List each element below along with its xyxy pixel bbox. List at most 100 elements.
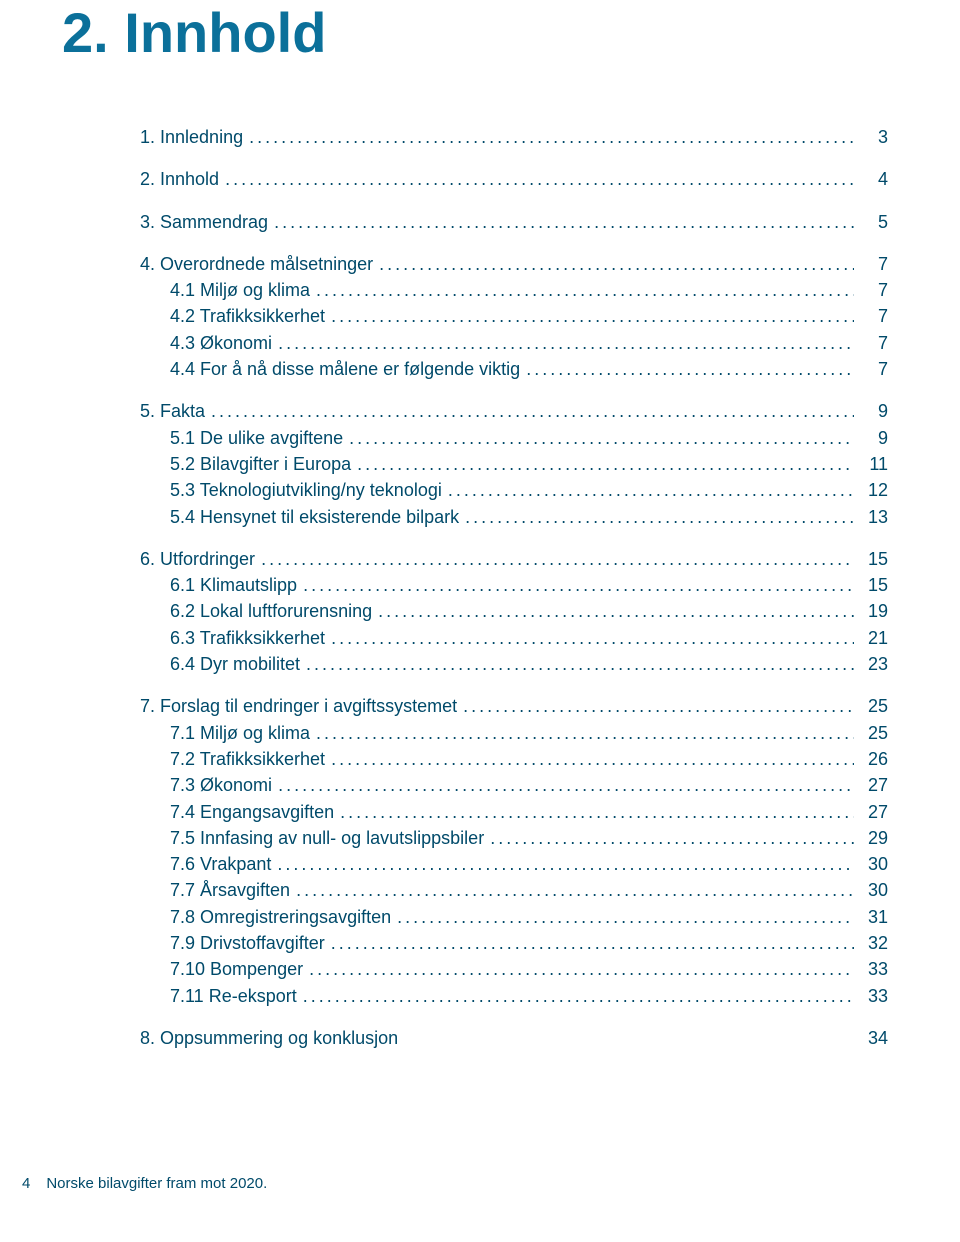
toc-entry-page: 9 xyxy=(860,426,888,450)
toc-leader xyxy=(465,505,854,529)
toc-entry-page: 33 xyxy=(860,984,888,1008)
toc-leader xyxy=(378,599,854,623)
toc-entry-page: 26 xyxy=(860,747,888,771)
toc-group: 4. Overordnede målsetninger74.1 Miljø og… xyxy=(140,252,888,381)
toc-entry-label: 7.9 Drivstoffavgifter xyxy=(170,931,325,955)
toc-entry-page: 30 xyxy=(860,878,888,902)
toc-entry[interactable]: 1. Innledning3 xyxy=(140,125,888,149)
toc-entry-page: 12 xyxy=(860,478,888,502)
toc-entry-label: 5.2 Bilavgifter i Europa xyxy=(170,452,351,476)
toc-entry-page: 15 xyxy=(860,573,888,597)
toc-entry[interactable]: 7.10 Bompenger 33 xyxy=(140,957,888,981)
toc-entry-page: 30 xyxy=(860,852,888,876)
toc-entry-page: 27 xyxy=(860,800,888,824)
toc-entry-page: 33 xyxy=(860,957,888,981)
toc-entry-page: 25 xyxy=(860,694,888,718)
toc-leader xyxy=(357,452,854,476)
toc-entry-page: 19 xyxy=(860,599,888,623)
toc-entry[interactable]: 5.4 Hensynet til eksisterende bilpark 13 xyxy=(140,505,888,529)
toc-entry[interactable]: 4.4 For å nå disse målene er følgende vi… xyxy=(140,357,888,381)
toc-entry[interactable]: 4.1 Miljø og klima 7 xyxy=(140,278,888,302)
toc-entry-page: 25 xyxy=(860,721,888,745)
toc-group: 5. Fakta95.1 De ulike avgiftene95.2 Bila… xyxy=(140,399,888,528)
toc-leader xyxy=(340,800,854,824)
toc-group: 2. Innhold 4 xyxy=(140,167,888,191)
toc-entry[interactable]: 7.9 Drivstoffavgifter 32 xyxy=(140,931,888,955)
toc-entry[interactable]: 6.3 Trafikksikkerhet21 xyxy=(140,626,888,650)
toc-leader xyxy=(278,773,854,797)
toc-group: 1. Innledning3 xyxy=(140,125,888,149)
toc-entry[interactable]: 5.1 De ulike avgiftene 9 xyxy=(140,426,888,450)
toc-leader xyxy=(306,652,854,676)
toc-leader xyxy=(463,694,854,718)
page-footer: 4 Norske bilavgifter fram mot 2020. xyxy=(22,1175,267,1192)
toc-leader xyxy=(278,331,854,355)
toc-entry-label: 6.3 Trafikksikkerhet xyxy=(170,626,325,650)
toc-leader xyxy=(249,125,854,149)
toc-entry[interactable]: 7.11 Re-eksport33 xyxy=(140,984,888,1008)
toc-entry-label: 7.2 Trafikksikkerhet xyxy=(170,747,325,771)
toc-entry[interactable]: 7.7 Årsavgiften 30 xyxy=(140,878,888,902)
toc-leader xyxy=(211,399,854,423)
toc-leader xyxy=(331,626,854,650)
toc-entry[interactable]: 5.2 Bilavgifter i Europa11 xyxy=(140,452,888,476)
toc-entry-label: 5.3 Teknologiutvikling/ny teknologi xyxy=(170,478,442,502)
toc-entry-label: 5.4 Hensynet til eksisterende bilpark xyxy=(170,505,459,529)
toc-entry[interactable]: 6.4 Dyr mobilitet23 xyxy=(140,652,888,676)
toc-entry[interactable]: 7.5 Innfasing av null- og lavutslippsbil… xyxy=(140,826,888,850)
toc-entry[interactable]: 4.2 Trafikksikkerhet 7 xyxy=(140,304,888,328)
toc-entry[interactable]: 5. Fakta9 xyxy=(140,399,888,423)
toc-entry-page: 7 xyxy=(860,304,888,328)
toc-entry-page: 29 xyxy=(860,826,888,850)
toc-entry-page: 13 xyxy=(860,505,888,529)
toc-entry[interactable]: 4.3 Økonomi7 xyxy=(140,331,888,355)
toc-leader xyxy=(261,547,854,571)
toc-entry-page: 34 xyxy=(860,1026,888,1050)
toc-entry[interactable]: 6.1 Klimautslipp15 xyxy=(140,573,888,597)
toc-entry-label: 7.7 Årsavgiften xyxy=(170,878,290,902)
toc-entry-page: 7 xyxy=(860,278,888,302)
toc-entry[interactable]: 7.2 Trafikksikkerhet 26 xyxy=(140,747,888,771)
toc-entry-page: 7 xyxy=(860,252,888,276)
toc-entry[interactable]: 7. Forslag til endringer i avgiftssystem… xyxy=(140,694,888,718)
toc-group: 6. Utfordringer156.1 Klimautslipp156.2 L… xyxy=(140,547,888,676)
toc-leader xyxy=(349,426,854,450)
toc-entry-page: 7 xyxy=(860,331,888,355)
toc-entry-page: 32 xyxy=(860,931,888,955)
toc-leader xyxy=(274,210,854,234)
toc-entry-label: 7.4 Engangsavgiften xyxy=(170,800,334,824)
toc-entry[interactable]: 7.4 Engangsavgiften 27 xyxy=(140,800,888,824)
toc-entry-label: 7.3 Økonomi xyxy=(170,773,272,797)
toc-group: 7. Forslag til endringer i avgiftssystem… xyxy=(140,694,888,1008)
toc-entry-label: 2. Innhold xyxy=(140,167,219,191)
toc-leader xyxy=(316,721,854,745)
toc-entry[interactable]: 8. Oppsummering og konklusjon34 xyxy=(140,1026,888,1050)
toc-entry-page: 5 xyxy=(860,210,888,234)
toc-leader xyxy=(448,478,854,502)
toc-entry-label: 5.1 De ulike avgiftene xyxy=(170,426,343,450)
toc-entry[interactable]: 7.8 Omregistreringsavgiften31 xyxy=(140,905,888,929)
toc-entry[interactable]: 4. Overordnede målsetninger7 xyxy=(140,252,888,276)
toc-entry[interactable]: 6.2 Lokal luftforurensning 19 xyxy=(140,599,888,623)
toc-entry-page: 4 xyxy=(860,167,888,191)
toc-entry[interactable]: 3. Sammendrag5 xyxy=(140,210,888,234)
toc-entry[interactable]: 7.3 Økonomi27 xyxy=(140,773,888,797)
toc-entry[interactable]: 5.3 Teknologiutvikling/ny teknologi 12 xyxy=(140,478,888,502)
toc-leader xyxy=(490,826,854,850)
toc-leader xyxy=(379,252,854,276)
toc-entry-label: 1. Innledning xyxy=(140,125,243,149)
toc-leader xyxy=(225,167,854,191)
toc-entry-label: 6.2 Lokal luftforurensning xyxy=(170,599,372,623)
toc-leader xyxy=(309,957,854,981)
toc-entry[interactable]: 7.6 Vrakpant30 xyxy=(140,852,888,876)
toc-group: 3. Sammendrag5 xyxy=(140,210,888,234)
toc-entry-label: 4.1 Miljø og klima xyxy=(170,278,310,302)
toc-entry-label: 7.5 Innfasing av null- og lavutslippsbil… xyxy=(170,826,484,850)
toc-entry[interactable]: 6. Utfordringer15 xyxy=(140,547,888,571)
footer-page-number: 4 xyxy=(22,1175,30,1192)
toc-leader xyxy=(296,878,854,902)
toc-entry-label: 7.10 Bompenger xyxy=(170,957,303,981)
toc-entry[interactable]: 2. Innhold 4 xyxy=(140,167,888,191)
toc-entry[interactable]: 7.1 Miljø og klima25 xyxy=(140,721,888,745)
toc-entry-label: 4.2 Trafikksikkerhet xyxy=(170,304,325,328)
